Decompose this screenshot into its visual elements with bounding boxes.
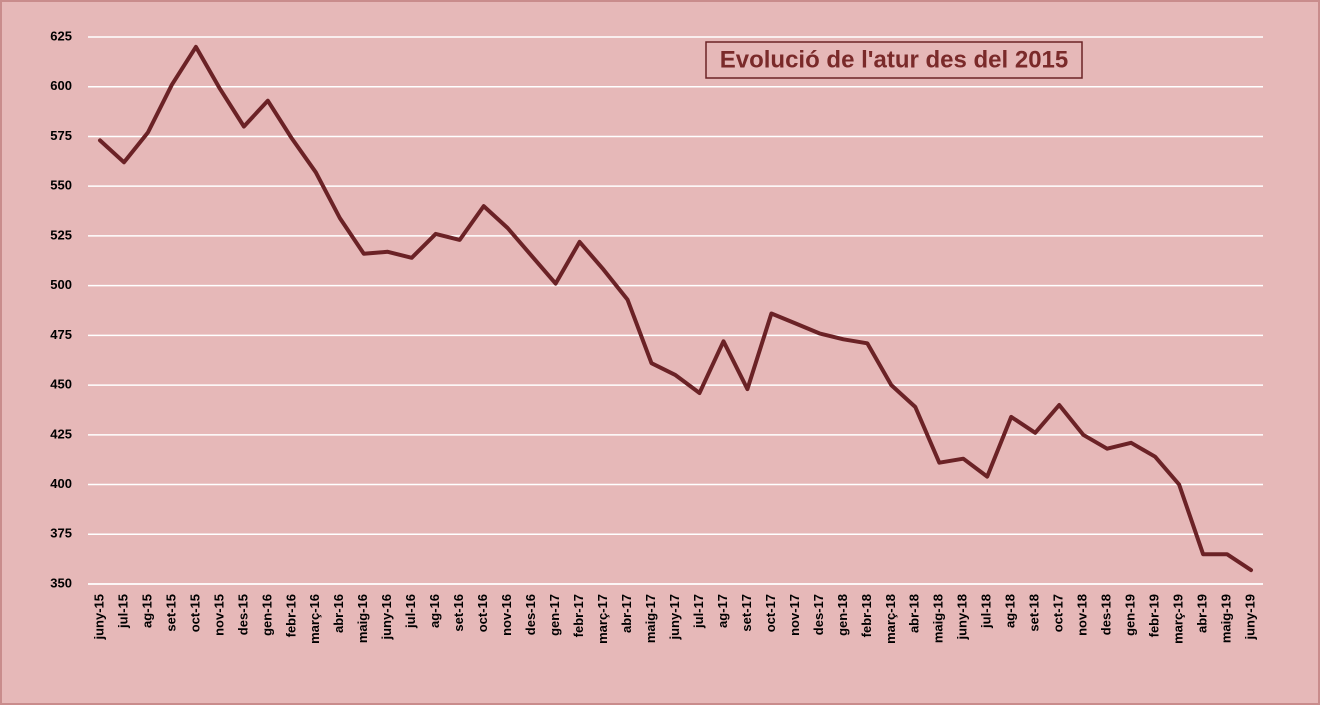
y-tick-label: 400: [50, 476, 72, 491]
x-tick-label: ag-17: [715, 594, 730, 628]
x-tick-label: nov-18: [1075, 594, 1090, 636]
x-tick-label: jul-15: [115, 594, 130, 629]
x-tick-label: nov-16: [499, 594, 514, 636]
y-tick-label: 350: [50, 575, 72, 590]
x-tick-label: gen-16: [259, 594, 274, 636]
y-tick-label: 600: [50, 78, 72, 93]
x-tick-label: març-18: [883, 594, 898, 644]
x-tick-label: nov-15: [211, 594, 226, 636]
x-tick-label: febr-16: [283, 594, 298, 637]
x-tick-label: ag-15: [139, 594, 154, 628]
x-tick-label: nov-17: [787, 594, 802, 636]
x-tick-label: febr-17: [571, 594, 586, 637]
x-tick-label: oct-17: [1051, 594, 1066, 632]
x-tick-label: abr-19: [1194, 594, 1209, 633]
y-tick-label: 425: [50, 426, 72, 441]
x-tick-label: juny-15: [91, 594, 106, 641]
x-tick-label: març-17: [595, 594, 610, 644]
x-tick-label: juny-17: [667, 594, 682, 641]
x-tick-label: juny-19: [1242, 594, 1257, 641]
x-tick-label: jul-18: [979, 594, 994, 629]
x-tick-label: des-16: [523, 594, 538, 635]
x-tick-label: febr-18: [859, 594, 874, 637]
x-tick-label: maig-19: [1218, 594, 1233, 643]
data-line: [98, 44, 1253, 573]
x-tick-label: oct-16: [475, 594, 490, 632]
x-tick-label: set-17: [739, 594, 754, 632]
y-tick-label: 575: [50, 128, 72, 143]
x-tick-label: gen-18: [835, 594, 850, 636]
y-tick-label: 525: [50, 227, 72, 242]
y-tick-label: 550: [50, 178, 72, 193]
x-tick-label: jul-16: [403, 594, 418, 629]
x-tick-label: març-16: [307, 594, 322, 644]
x-tick-label: set-15: [163, 594, 178, 632]
x-tick-label: abr-16: [331, 594, 346, 633]
x-tick-label: ag-18: [1003, 594, 1018, 628]
x-tick-label: des-17: [811, 594, 826, 635]
x-tick-label: febr-19: [1147, 594, 1162, 637]
x-tick-label: abr-17: [619, 594, 634, 633]
title-box: [705, 41, 1083, 79]
x-tick-label: maig-18: [931, 594, 946, 643]
chart-title: Evolució de l'atur des del 2015: [720, 46, 1069, 73]
x-tick-label: març-19: [1171, 594, 1186, 644]
x-tick-label: des-15: [235, 594, 250, 635]
y-tick-label: 375: [50, 526, 72, 541]
x-tick-label: oct-15: [187, 594, 202, 632]
x-tick-label: jul-17: [691, 594, 706, 629]
grid: 350 375 400 425 450 475 500 525 550 575 600 625 juny…: [50, 28, 1263, 644]
y-tick-label: 450: [50, 377, 72, 392]
x-tick-label: ag-16: [427, 594, 442, 628]
x-tick-label: set-16: [451, 594, 466, 632]
x-tick-label: maig-17: [643, 594, 658, 643]
y-tick-label: 625: [50, 28, 72, 43]
x-tick-label: juny-16: [379, 594, 394, 641]
x-tick-label: des-18: [1099, 594, 1114, 635]
x-tick-label: abr-18: [907, 594, 922, 633]
x-tick-label: oct-17: [763, 594, 778, 632]
x-tick-label: set-18: [1027, 594, 1042, 632]
y-tick-label: 475: [50, 327, 72, 342]
y-tick-label: 500: [50, 277, 72, 292]
x-tick-label: maig-16: [355, 594, 370, 643]
x-tick-label: gen-17: [547, 594, 562, 636]
plot: [98, 44, 1253, 573]
x-tick-label: gen-19: [1123, 594, 1138, 636]
x-tick-label: juny-18: [955, 594, 970, 641]
